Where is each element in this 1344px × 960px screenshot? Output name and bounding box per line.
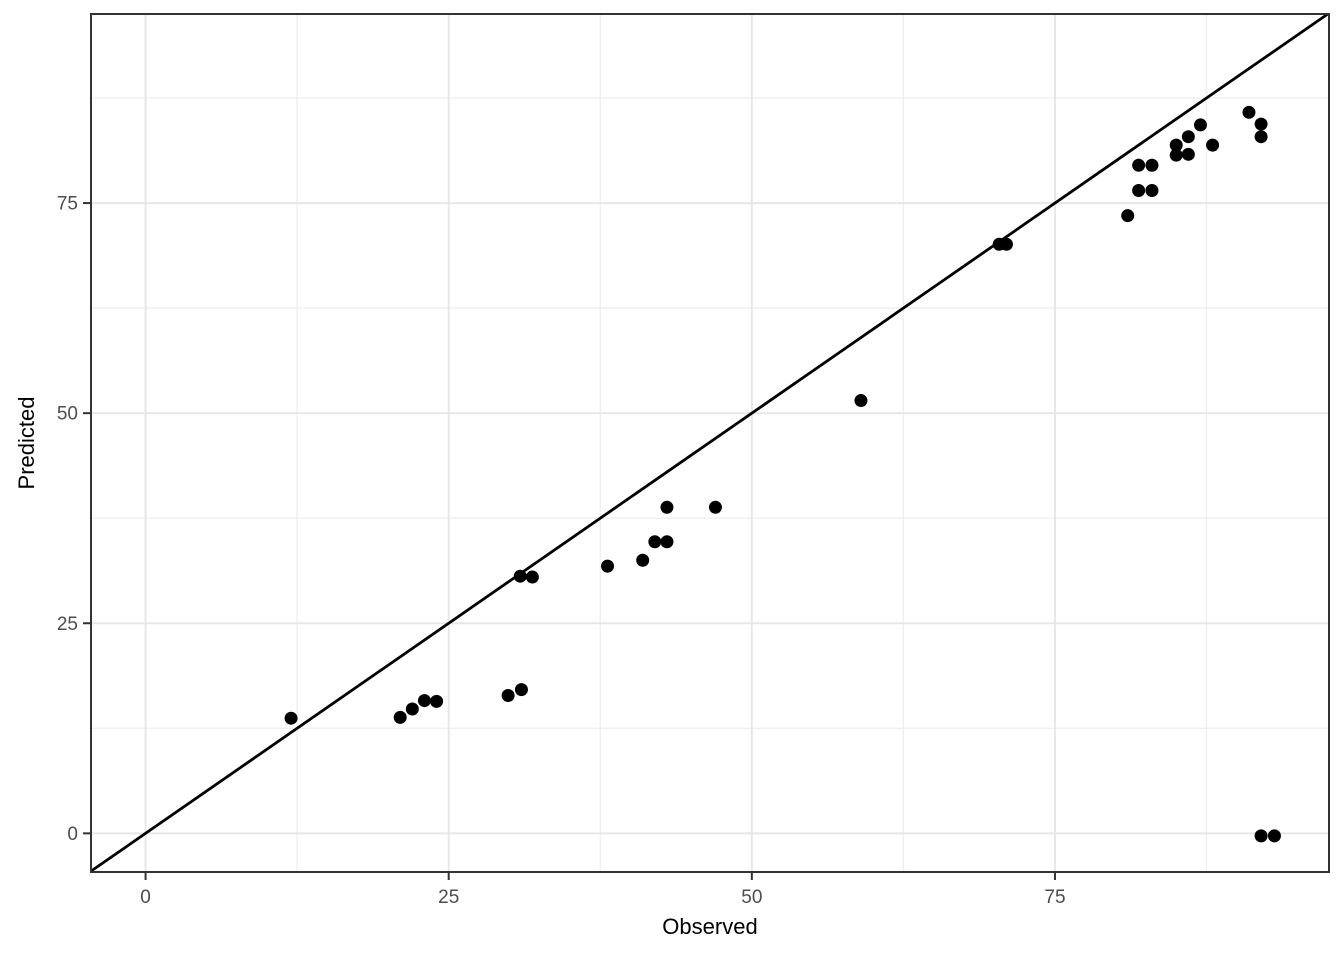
data-point (1181, 147, 1195, 161)
x-axis-title: Observed (662, 914, 757, 939)
panel-border (90, 13, 1330, 873)
data-point (1193, 118, 1207, 132)
y-tick-label: 25 (57, 614, 78, 635)
data-point (1254, 829, 1268, 843)
data-point (430, 694, 444, 708)
data-point (405, 702, 419, 716)
data-point (525, 570, 539, 584)
x-axis-ticks (144, 872, 1056, 880)
grid-minor-lines (91, 14, 1329, 872)
y-axis-ticks (83, 202, 91, 835)
data-point (1121, 209, 1135, 223)
data-point (514, 683, 528, 697)
y-tick-label: 75 (57, 194, 78, 215)
identity-line (90, 12, 1329, 873)
data-point (1242, 105, 1256, 119)
y-axis-tick-labels: 0 25 50 75 (57, 194, 78, 845)
data-point (601, 559, 615, 573)
x-tick-label: 50 (741, 887, 762, 908)
data-point (708, 500, 722, 514)
data-point (1169, 138, 1183, 152)
data-point (1132, 183, 1146, 197)
data-point (999, 237, 1013, 251)
data-point (1169, 148, 1183, 162)
y-tick-label: 0 (67, 824, 78, 845)
x-tick-label: 0 (140, 887, 151, 908)
y-axis-title: Predicted (14, 397, 39, 490)
data-point (1206, 138, 1220, 152)
grid-major-lines (91, 14, 1329, 872)
data-point (660, 500, 674, 514)
y-tick-label: 50 (57, 404, 78, 425)
data-point (854, 394, 868, 408)
x-axis-tick-labels: 0 25 50 75 (140, 887, 1065, 908)
data-point (1181, 130, 1195, 144)
data-point (1254, 117, 1268, 131)
data-point (393, 710, 407, 724)
data-point (1267, 829, 1281, 843)
data-point (648, 535, 662, 549)
data-point (501, 689, 515, 703)
data-point (1132, 158, 1146, 172)
data-point (284, 711, 298, 725)
data-point (513, 569, 527, 583)
data-points-layer (284, 105, 1281, 843)
x-tick-label: 25 (438, 887, 459, 908)
x-tick-label: 75 (1044, 887, 1065, 908)
data-point (1145, 158, 1159, 172)
data-point (636, 553, 650, 567)
data-point (417, 694, 431, 708)
data-point (1145, 183, 1159, 197)
data-point (1254, 130, 1268, 144)
data-point (660, 535, 674, 549)
